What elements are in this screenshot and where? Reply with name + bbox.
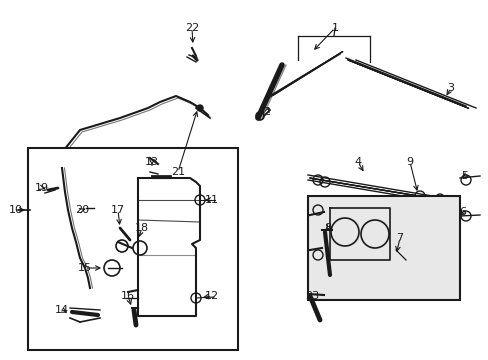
Text: 4: 4 bbox=[354, 157, 361, 167]
Text: 13: 13 bbox=[145, 157, 159, 167]
Text: 5: 5 bbox=[461, 171, 468, 181]
Text: 18: 18 bbox=[135, 223, 149, 233]
Text: 15: 15 bbox=[78, 263, 92, 273]
Text: 16: 16 bbox=[121, 291, 135, 301]
Text: 1: 1 bbox=[331, 23, 338, 33]
Bar bbox=[307, 196, 459, 300]
Text: 23: 23 bbox=[305, 291, 318, 301]
Text: 12: 12 bbox=[204, 291, 219, 301]
Text: 7: 7 bbox=[396, 233, 403, 243]
Text: 20: 20 bbox=[75, 205, 89, 215]
Text: 2: 2 bbox=[263, 107, 270, 117]
Text: 11: 11 bbox=[204, 195, 219, 205]
Text: 14: 14 bbox=[55, 305, 69, 315]
Text: 17: 17 bbox=[111, 205, 125, 215]
Text: 3: 3 bbox=[447, 83, 453, 93]
Text: 21: 21 bbox=[171, 167, 184, 177]
Bar bbox=[28, 148, 238, 350]
Text: 22: 22 bbox=[184, 23, 199, 33]
Text: 9: 9 bbox=[406, 157, 413, 167]
Text: 19: 19 bbox=[35, 183, 49, 193]
Circle shape bbox=[197, 105, 203, 111]
Text: 8: 8 bbox=[324, 223, 331, 233]
Text: 10: 10 bbox=[9, 205, 23, 215]
Text: 6: 6 bbox=[459, 207, 466, 217]
